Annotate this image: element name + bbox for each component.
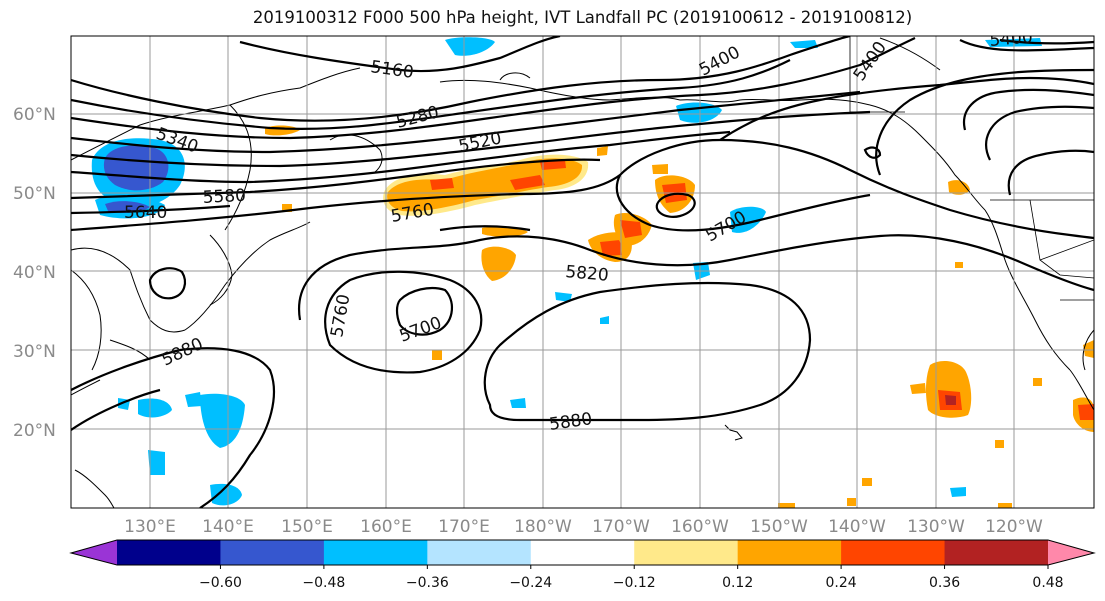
- colorbar-tick-label: −0.36: [406, 575, 449, 591]
- lon-label: 150°E: [281, 517, 333, 537]
- colorbar-segment: [220, 540, 325, 565]
- colorbar-segment: [323, 540, 428, 565]
- colorbar-extend-high: [1048, 540, 1094, 565]
- lat-label: 60°N: [13, 105, 56, 125]
- lon-label: 180°W: [514, 517, 572, 537]
- map-frame: [70, 35, 1095, 509]
- lon-label: 130°W: [907, 517, 965, 537]
- colorbar-tick-label: 0.36: [929, 575, 960, 591]
- height-contours: [71, 36, 1094, 508]
- lon-label: 130°E: [124, 517, 176, 537]
- lon-label: 120°W: [985, 517, 1043, 537]
- lon-label: 170°W: [592, 517, 650, 537]
- colorbar-tick-label: −0.60: [199, 575, 242, 591]
- lon-label: 160°E: [360, 517, 412, 537]
- colorbar-tick-label: −0.24: [509, 575, 552, 591]
- colorbar-segment: [427, 540, 532, 565]
- contour-label: 5580: [202, 186, 246, 208]
- lat-label: 30°N: [13, 342, 56, 362]
- colorbar-segment: [117, 540, 221, 565]
- lon-label: 140°W: [828, 517, 886, 537]
- lat-label: 50°N: [13, 184, 56, 204]
- colorbar-tick-label: −0.12: [613, 575, 656, 591]
- colorbar-labels: −0.60 −0.48 −0.36 −0.24 −0.12 0.12 0.24 0.36 0.4…: [199, 565, 1064, 591]
- colorbar-tick-label: −0.48: [302, 575, 345, 591]
- lon-label: 170°E: [438, 517, 490, 537]
- gridlines: [71, 36, 1094, 508]
- contour-label: 5820: [565, 262, 610, 286]
- colorbar-extend-low: [71, 540, 117, 565]
- longitude-labels: 130°E 140°E 150°E 160°E 170°E 180°W 170°…: [124, 517, 1043, 537]
- colorbar-outline: [69, 539, 1096, 566]
- contour-label: 5400: [989, 27, 1034, 51]
- colorbar-segment: [634, 540, 739, 565]
- colorbar-segments: [117, 540, 1049, 565]
- lat-label: 20°N: [13, 421, 56, 441]
- colorbar-tick-label: 0.12: [722, 575, 753, 591]
- contour-label: 5640: [124, 203, 167, 223]
- lat-label: 40°N: [13, 263, 56, 283]
- latitude-labels: 60°N 50°N 40°N 30°N 20°N: [13, 105, 56, 441]
- colorbar-segment: [737, 540, 842, 565]
- colorbar: −0.60 −0.48 −0.36 −0.24 −0.12 0.12 0.24 0.36 0.4…: [69, 539, 1096, 591]
- colorbar-tick-label: 0.48: [1032, 575, 1063, 591]
- ivt-negative-shading: [91, 37, 1042, 506]
- colorbar-segment: [944, 540, 1049, 565]
- colorbar-segment: [841, 540, 946, 565]
- lon-label: 140°E: [202, 517, 254, 537]
- lon-label: 160°W: [671, 517, 729, 537]
- lon-label: 150°W: [750, 517, 808, 537]
- colorbar-tick-label: 0.24: [826, 575, 857, 591]
- colorbar-segment: [530, 540, 635, 565]
- map-title: 2019100312 F000 500 hPa height, IVT Land…: [252, 8, 913, 27]
